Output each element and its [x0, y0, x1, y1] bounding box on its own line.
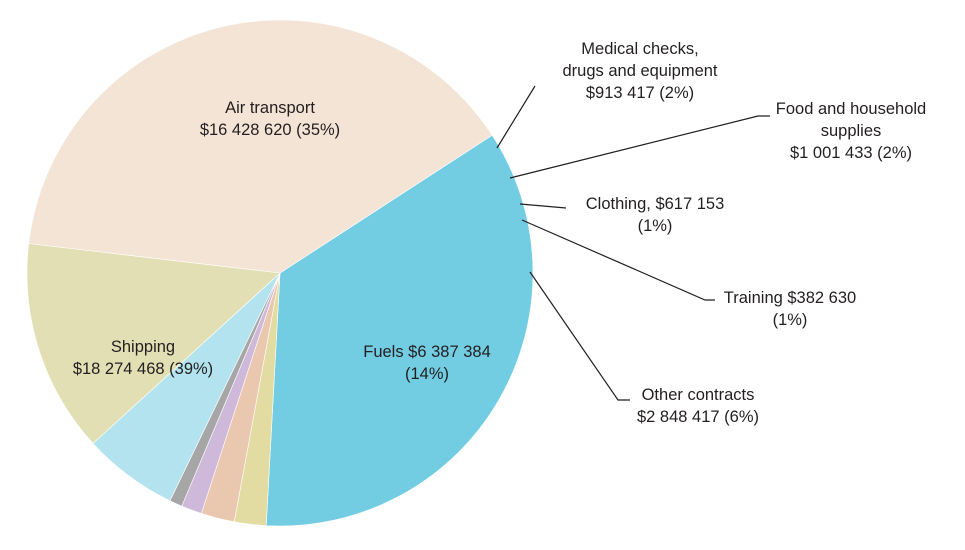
slice-shipping: [28, 19, 493, 274]
leader-clothing: [519, 203, 567, 209]
label-medical-checks: Medical checks, drugs and equipment $913 4…: [562, 40, 717, 102]
leader-medical-checks: [496, 85, 536, 149]
label-food-household: Food and household supplies $1 001 433 (2%…: [776, 100, 926, 162]
label-air-transport: Air transport $16 428 620 (35%): [200, 99, 340, 139]
label-shipping: Shipping $18 274 468 (39%): [73, 338, 213, 378]
label-fuels: Fuels $6 387 384 (14%): [363, 343, 491, 383]
leader-other-contracts: [529, 271, 630, 401]
slice-fuels: [26, 243, 281, 444]
leader-training: [521, 219, 715, 301]
label-other-contracts: Other contracts $2 848 417 (6%): [637, 386, 759, 426]
leader-food-household: [509, 115, 770, 179]
label-clothing: Clothing, $617 153 (1%): [586, 195, 725, 235]
label-training: Training $382 630 (1%): [724, 289, 856, 329]
